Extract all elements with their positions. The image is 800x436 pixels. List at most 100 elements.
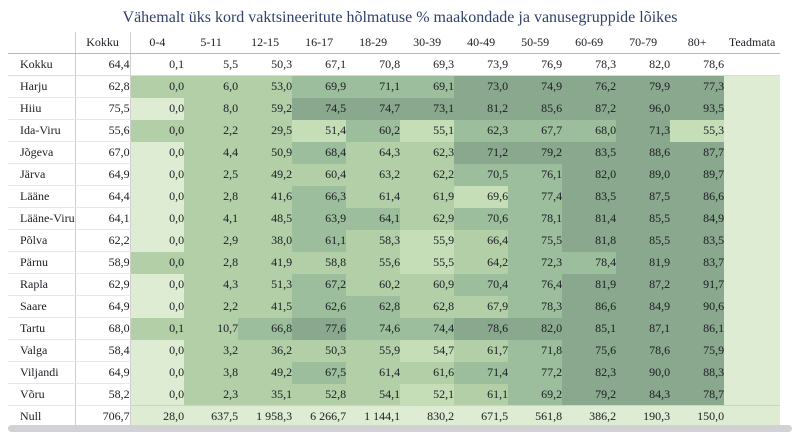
data-cell: 41,9 <box>238 251 293 274</box>
data-cell: 87,7 <box>670 141 725 164</box>
data-cell: 70,5 <box>454 163 509 186</box>
data-cell: 71,8 <box>508 339 563 362</box>
row-label: Lääne-Viru <box>8 207 76 230</box>
data-cell: 75,6 <box>562 339 617 362</box>
data-cell <box>724 383 781 406</box>
data-cell: 62,8 <box>400 295 455 318</box>
table-row: Null 706,7 28,0 637,5 1 958,3 6 266,7 1 144,1 8… <box>8 405 781 428</box>
data-cell: 50,3 <box>238 53 293 76</box>
scrollbar-thumb[interactable] <box>8 425 792 432</box>
data-cell <box>724 207 781 230</box>
data-cell: 53,0 <box>238 75 293 98</box>
data-cell: 78,3 <box>562 53 617 76</box>
data-cell <box>724 53 781 76</box>
data-cell: 74,5 <box>292 97 347 120</box>
data-cell: 51,4 <box>292 119 347 142</box>
data-cell <box>724 405 781 428</box>
data-cell: 89,7 <box>670 163 725 186</box>
data-cell: 2,3 <box>184 383 239 406</box>
data-cell: 58,2 <box>75 383 131 406</box>
data-cell: 74,4 <box>400 317 455 340</box>
column-header: 18-29 <box>346 32 401 54</box>
table-row: Viljandi 64,9 0,0 3,8 49,2 67,5 61,4 61,6 71,4 77… <box>8 361 781 384</box>
data-cell: 55,6 <box>75 119 131 142</box>
data-cell: 75,5 <box>508 229 563 252</box>
data-cell: 2,8 <box>184 185 239 208</box>
table-row: Valga 58,4 0,0 3,2 36,2 50,3 55,9 54,7 61,7 71,8 7… <box>8 339 781 362</box>
data-cell: 64,9 <box>75 163 131 186</box>
data-cell: 90,0 <box>616 361 671 384</box>
data-cell <box>724 163 781 186</box>
data-cell: 78,1 <box>508 207 563 230</box>
row-label: Harju <box>8 75 76 98</box>
table-header: Kokku 0-4 5-11 12-15 16-17 18-29 30-39 40-49 50-… <box>8 32 781 54</box>
data-cell: 50,9 <box>238 141 293 164</box>
data-cell: 77,4 <box>508 185 563 208</box>
data-cell: 87,1 <box>616 317 671 340</box>
data-cell: 3,8 <box>184 361 239 384</box>
data-cell <box>724 339 781 362</box>
data-cell: 66,3 <box>292 185 347 208</box>
table-row: Hiiu 75,5 0,0 8,0 59,2 74,5 74,7 73,1 81,2 85,6 87… <box>8 97 781 120</box>
data-cell <box>724 361 781 384</box>
data-cell: 64,9 <box>75 295 131 318</box>
data-cell: 2,9 <box>184 229 239 252</box>
data-cell: 71,2 <box>454 141 509 164</box>
data-cell <box>724 97 781 120</box>
data-cell: 85,1 <box>562 317 617 340</box>
data-cell: 71,4 <box>454 361 509 384</box>
corner-cell <box>8 32 76 54</box>
data-cell: 83,5 <box>670 229 725 252</box>
data-cell: 0,0 <box>130 97 185 120</box>
data-cell: 67,7 <box>508 119 563 142</box>
data-cell: 63,9 <box>292 207 347 230</box>
data-cell: 75,5 <box>75 97 131 120</box>
data-cell: 62,9 <box>75 273 131 296</box>
data-cell: 561,8 <box>508 405 563 428</box>
data-cell <box>724 119 781 142</box>
data-cell: 58,4 <box>75 339 131 362</box>
data-cell: 54,7 <box>400 339 455 362</box>
data-cell: 89,0 <box>616 163 671 186</box>
table-row: Jõgeva 67,0 0,0 4,4 50,9 68,4 64,3 62,3 71,2 79,2… <box>8 141 781 164</box>
table-row: Tartu 68,0 0,1 10,7 66,8 77,6 74,6 74,4 78,6 82,0… <box>8 317 781 340</box>
data-cell: 386,2 <box>562 405 617 428</box>
data-cell: 66,4 <box>454 229 509 252</box>
data-cell: 69,1 <box>400 75 455 98</box>
data-cell: 61,9 <box>400 185 455 208</box>
data-cell: 2,5 <box>184 163 239 186</box>
data-cell: 64,9 <box>75 361 131 384</box>
row-label: Rapla <box>8 273 76 296</box>
data-cell: 85,6 <box>508 97 563 120</box>
data-cell: 36,2 <box>238 339 293 362</box>
data-cell: 8,0 <box>184 97 239 120</box>
row-label: Lääne <box>8 185 76 208</box>
data-cell: 69,6 <box>454 185 509 208</box>
row-label: Võru <box>8 383 76 406</box>
data-cell: 0,0 <box>130 163 185 186</box>
heatmap-table: Kokku 0-4 5-11 12-15 16-17 18-29 30-39 40-49 50-… <box>8 32 781 428</box>
data-cell: 64,3 <box>346 141 401 164</box>
data-cell <box>724 273 781 296</box>
row-label: Kokku <box>8 53 76 76</box>
data-cell: 55,5 <box>400 251 455 274</box>
data-cell: 70,4 <box>454 273 509 296</box>
data-cell: 69,3 <box>400 53 455 76</box>
data-cell: 78,4 <box>562 251 617 274</box>
data-cell: 78,6 <box>616 339 671 362</box>
row-label: Valga <box>8 339 76 362</box>
row-label: Null <box>8 405 76 428</box>
table-row: Rapla 62,9 0,0 4,3 51,3 67,2 60,2 60,9 70,4 76,4 8… <box>8 273 781 296</box>
data-cell: 0,0 <box>130 185 185 208</box>
data-cell: 60,2 <box>346 273 401 296</box>
data-cell: 5,5 <box>184 53 239 76</box>
data-cell: 75,9 <box>670 339 725 362</box>
data-cell: 82,0 <box>508 317 563 340</box>
data-cell: 52,1 <box>400 383 455 406</box>
data-cell: 84,9 <box>616 295 671 318</box>
column-header: 30-39 <box>400 32 455 54</box>
row-label: Järva <box>8 163 76 186</box>
page-title: Vähemalt üks kord vaktsineeritute hõlmat… <box>122 9 678 26</box>
data-cell: 73,0 <box>454 75 509 98</box>
